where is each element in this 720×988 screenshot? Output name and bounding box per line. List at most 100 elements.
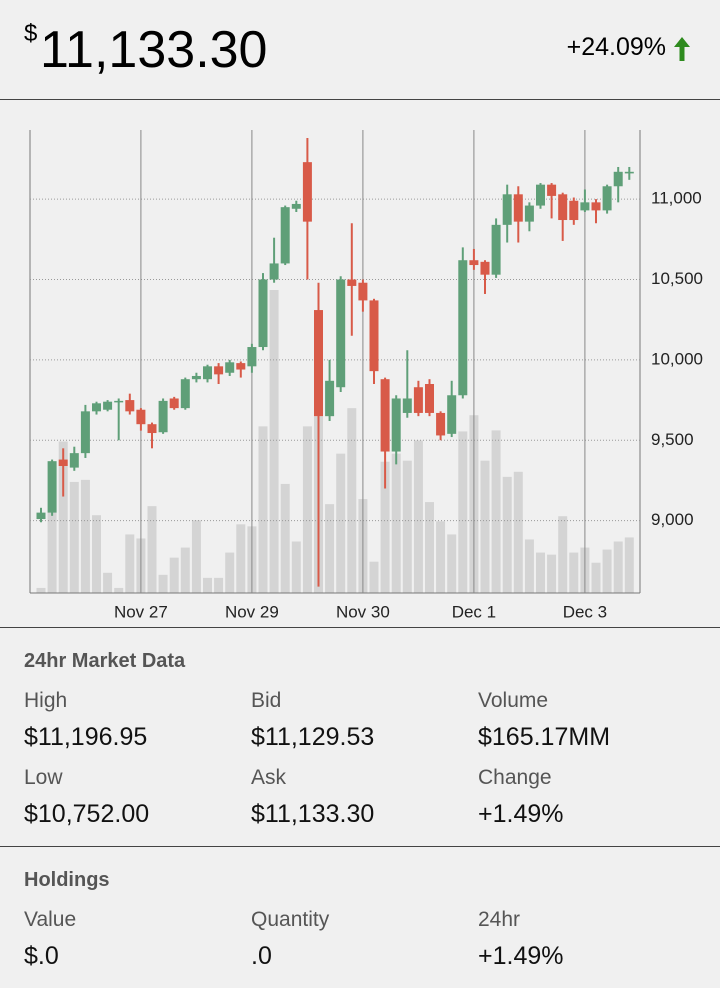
volume-bar: [169, 557, 179, 593]
y-tick-label: 9,500: [651, 430, 694, 449]
volume-bar: [58, 441, 68, 593]
divider: [0, 99, 720, 100]
volume-bar: [80, 479, 90, 593]
volume-bar: [347, 408, 357, 593]
volume-bar: [458, 431, 468, 593]
info-value: $165.17MM: [478, 723, 611, 751]
volume-bar: [180, 547, 190, 593]
volume-bar: [325, 504, 335, 593]
volume-bar: [158, 574, 168, 593]
candle-body: [413, 387, 423, 413]
candle-body: [114, 400, 124, 403]
candle-body: [269, 263, 279, 280]
candle-body: [47, 461, 57, 513]
change: +24.09%: [566, 33, 666, 61]
x-tick-label: Nov 29: [225, 602, 279, 621]
candle-body: [92, 403, 101, 412]
info-value: +1.49%: [478, 800, 564, 828]
volume-bar: [125, 534, 135, 593]
volume-bar: [569, 552, 579, 593]
volume-bar: [436, 521, 446, 593]
volume-bar: [402, 460, 412, 593]
chart: 9,000 9,500 10,000 10,500 11,000 Nov 27 Nov 29…: [29, 130, 703, 621]
volume-bar: [558, 516, 568, 593]
volume-bar: [36, 587, 46, 593]
candle-body: [347, 279, 357, 286]
volume-bar: [547, 554, 557, 593]
volume-bar: [391, 453, 401, 593]
volume-bar: [536, 552, 545, 593]
volume-bar: [258, 426, 268, 593]
candle-body: [69, 453, 79, 468]
candle-body: [191, 375, 201, 380]
candle-body: [380, 379, 390, 452]
candle-body: [613, 171, 623, 187]
volume-bar: [225, 552, 235, 593]
candle-body: [591, 202, 601, 211]
volume-bar: [413, 440, 423, 593]
volume-bar: [236, 524, 246, 593]
candle-body: [458, 260, 468, 396]
x-tick-label: Nov 30: [336, 602, 390, 621]
candle-body: [169, 398, 179, 409]
candle-body: [302, 162, 312, 222]
candle-body: [180, 379, 190, 409]
volume-bar: [602, 549, 612, 593]
volume-bar: [591, 562, 601, 593]
volume-bar: [425, 502, 434, 593]
candle-body: [58, 459, 68, 466]
info-label: 24hr: [478, 908, 521, 931]
info-label: Bid: [251, 689, 282, 712]
candle-body: [214, 366, 224, 375]
volume-bar: [47, 510, 57, 593]
info-label: High: [24, 689, 68, 712]
volume-bar: [524, 539, 534, 593]
up-arrow: [674, 37, 690, 61]
volume-bar: [502, 476, 512, 593]
candle-body: [203, 366, 212, 380]
candle-body: [236, 363, 246, 370]
volume-bar: [214, 577, 224, 593]
candle-body: [569, 200, 579, 221]
candle-body: [391, 398, 401, 452]
volume-bar: [513, 471, 523, 593]
volume-bar: [114, 587, 124, 593]
y-tick-label: 9,000: [651, 510, 694, 529]
x-tick-label: Dec 1: [452, 602, 496, 621]
volume-bar: [369, 561, 379, 593]
volume-bar: [69, 481, 79, 593]
info-value: $11,196.95: [24, 723, 148, 751]
candle-body: [103, 401, 113, 410]
candle-body: [536, 184, 545, 206]
volume-bar: [491, 430, 501, 593]
y-tick-label: 11,000: [651, 189, 702, 208]
volume-bar: [613, 541, 623, 593]
y-tick-label: 10,500: [651, 269, 703, 288]
candle-body: [136, 409, 146, 425]
volume-bar: [191, 520, 201, 593]
volume-bar: [203, 577, 212, 593]
candle-body: [158, 400, 168, 433]
candle-body: [436, 412, 446, 436]
volume-bar: [147, 506, 157, 593]
info-value: .0: [251, 942, 272, 970]
candle-body: [325, 380, 335, 417]
volume-bar: [624, 537, 634, 593]
volume-bar: [269, 290, 279, 593]
candle-body: [480, 261, 490, 275]
divider: [0, 627, 720, 628]
info-label: Value: [24, 908, 77, 931]
divider: [0, 846, 720, 847]
volume-bar: [280, 483, 290, 593]
candle-body: [336, 279, 346, 388]
info-label: Change: [478, 766, 552, 789]
x-tick-label: Nov 27: [114, 602, 168, 621]
volume-bar: [291, 541, 301, 593]
candle-body: [358, 282, 368, 301]
candle-body: [558, 194, 568, 221]
info-label: Ask: [251, 766, 287, 789]
info-value: +1.49%: [478, 942, 564, 970]
volume-bar: [302, 426, 312, 593]
volume-bar: [480, 460, 490, 593]
